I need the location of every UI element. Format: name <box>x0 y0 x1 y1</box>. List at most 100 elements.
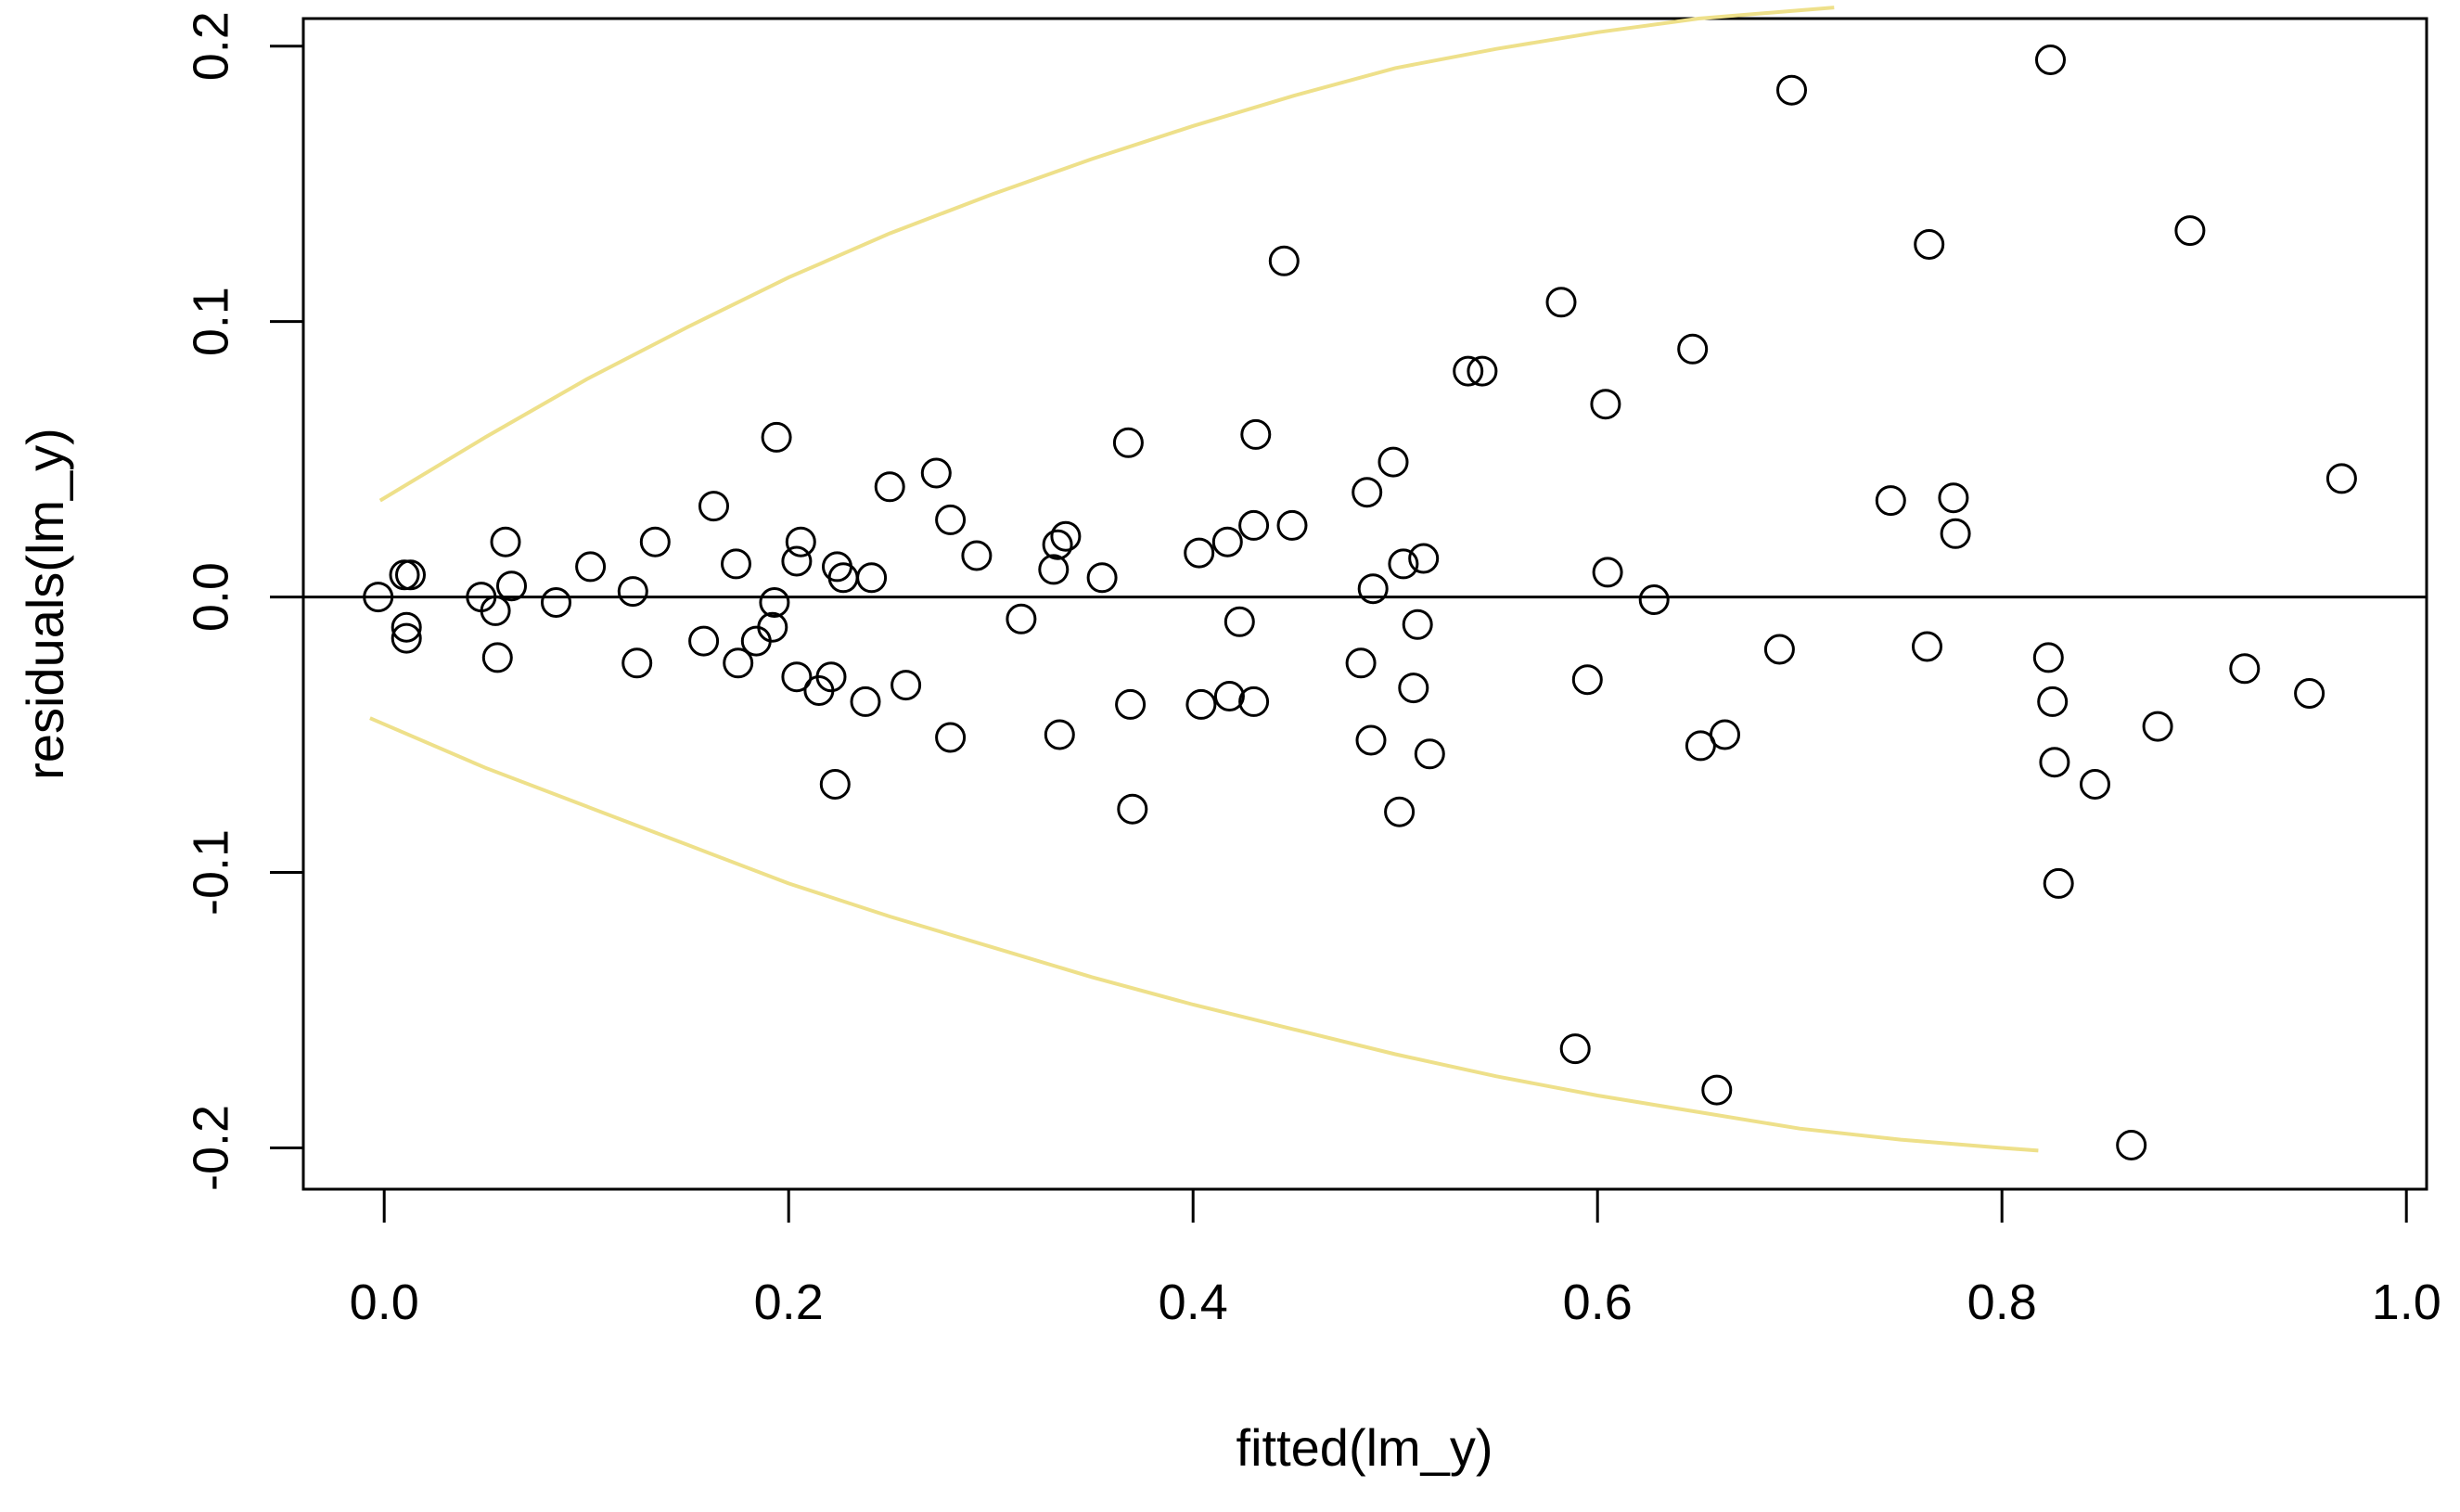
scatter-point <box>935 722 967 753</box>
scatter-point <box>1185 688 1217 720</box>
scatter-point <box>490 526 521 557</box>
scatter-point <box>723 647 754 679</box>
x-tick-label: 0.4 <box>1159 1275 1228 1330</box>
scatter-point <box>856 562 888 594</box>
scatter-point <box>1590 389 1621 420</box>
scatter-point <box>1224 606 1255 637</box>
scatter-point <box>890 670 922 701</box>
scatter-point <box>781 545 813 577</box>
scatter-point <box>1545 287 1577 318</box>
scatter-point <box>1042 529 1073 560</box>
scatter-point <box>1388 548 1419 580</box>
scatter-point <box>1268 245 1300 276</box>
envelope-upper-curve <box>378 6 1835 503</box>
x-axis: 0.0 0.2 0.4 0.6 0.8 1.0 <box>350 1187 2441 1330</box>
scatter-point <box>1211 526 1243 557</box>
scatter-point <box>2229 653 2261 685</box>
scatter-point <box>1592 557 1623 588</box>
scatter-point <box>389 559 420 591</box>
scatter-point <box>1184 537 1215 569</box>
scatter-point <box>1377 446 1409 478</box>
scatter-point <box>1638 584 1670 615</box>
scatter-point <box>1238 686 1270 717</box>
scatter-point <box>1914 229 1945 260</box>
scatter-point <box>1875 485 1906 517</box>
scatter-point <box>1276 509 1308 541</box>
scatter-point <box>1384 796 1416 827</box>
scatter-point <box>639 526 671 557</box>
x-tick-label: 0.6 <box>1563 1275 1633 1330</box>
scatter-point <box>2142 711 2173 742</box>
x-tick-label: 0.0 <box>350 1275 419 1330</box>
scatter-point <box>1006 603 1037 634</box>
y-tick-label: -0.1 <box>183 829 238 916</box>
scatter-point <box>698 491 729 522</box>
scatter-point <box>1117 793 1148 825</box>
scatter-point <box>1408 543 1440 574</box>
scatter-point <box>1240 418 1272 450</box>
scatter-point <box>757 611 788 643</box>
scatter-point <box>935 504 967 535</box>
scatter-point <box>496 570 527 602</box>
scatter-point <box>721 548 751 580</box>
x-tick-label: 0.2 <box>754 1275 824 1330</box>
scatter-point <box>395 559 426 591</box>
scatter-point <box>781 661 813 693</box>
y-tick-label: 0.1 <box>183 287 238 356</box>
scatter-point <box>480 595 511 626</box>
scatter-point <box>1345 647 1377 679</box>
scatter-point <box>391 611 422 643</box>
scatter-point <box>1402 609 1433 640</box>
envelope-lower-curve <box>369 716 2039 1153</box>
y-axis-label: residuals(lm_y) <box>16 428 74 780</box>
scatter-point <box>1938 482 1969 514</box>
scatter-point <box>617 576 648 608</box>
scatter-point <box>2080 769 2110 800</box>
scatter-point <box>1352 477 1383 508</box>
scatter-point <box>481 642 513 673</box>
scatter-point <box>1355 724 1387 756</box>
scatter-point <box>2035 45 2066 75</box>
x-axis-label: fitted(lm_y) <box>1236 1418 1493 1477</box>
scatter-point <box>1763 634 1795 665</box>
scatter-point <box>1238 509 1270 541</box>
scatter-point <box>1414 738 1445 770</box>
x-tick-label: 1.0 <box>2372 1275 2441 1330</box>
scatter-point <box>961 540 993 571</box>
scatter-point <box>1453 355 1484 387</box>
scatter-point <box>1940 518 1971 549</box>
scatter-point <box>2116 1130 2147 1160</box>
scatter-point <box>2032 642 2064 673</box>
envelope-curves <box>369 6 2039 1153</box>
scatter-point <box>1776 74 1807 106</box>
scatter-point <box>1710 719 1740 750</box>
scatter-point <box>363 582 394 613</box>
scatter-point <box>2039 747 2070 778</box>
x-tick-label: 0.8 <box>1967 1275 2037 1330</box>
scatter-point <box>1571 664 1603 696</box>
y-tick-label: -0.2 <box>183 1105 238 1191</box>
y-tick-label: 0.2 <box>183 11 238 81</box>
scatter-point <box>2174 215 2206 247</box>
scatter-point <box>1912 631 1942 662</box>
scatter-point <box>1559 1033 1591 1065</box>
y-tick-label: 0.0 <box>183 562 238 632</box>
scatter-point <box>761 421 792 453</box>
scatter-point <box>1467 355 1498 387</box>
scatter-point <box>1086 562 1118 594</box>
scatter-point <box>688 625 720 657</box>
scatter-point <box>2037 686 2069 717</box>
scatter-point <box>1044 719 1075 750</box>
scatter-point <box>850 686 881 717</box>
scatter-point <box>1357 573 1389 605</box>
scatter-point <box>1213 681 1245 711</box>
scatter-point <box>541 587 571 618</box>
scatter-point <box>1701 1074 1733 1106</box>
scatter-point <box>2043 867 2074 899</box>
scatter-point <box>1112 427 1144 458</box>
y-axis: -0.2 -0.1 0.0 0.1 0.2 <box>183 11 305 1191</box>
scatter-point <box>874 471 905 503</box>
scatter-point <box>785 526 816 557</box>
data-points <box>363 45 2357 1160</box>
scatter-point <box>1677 333 1709 365</box>
